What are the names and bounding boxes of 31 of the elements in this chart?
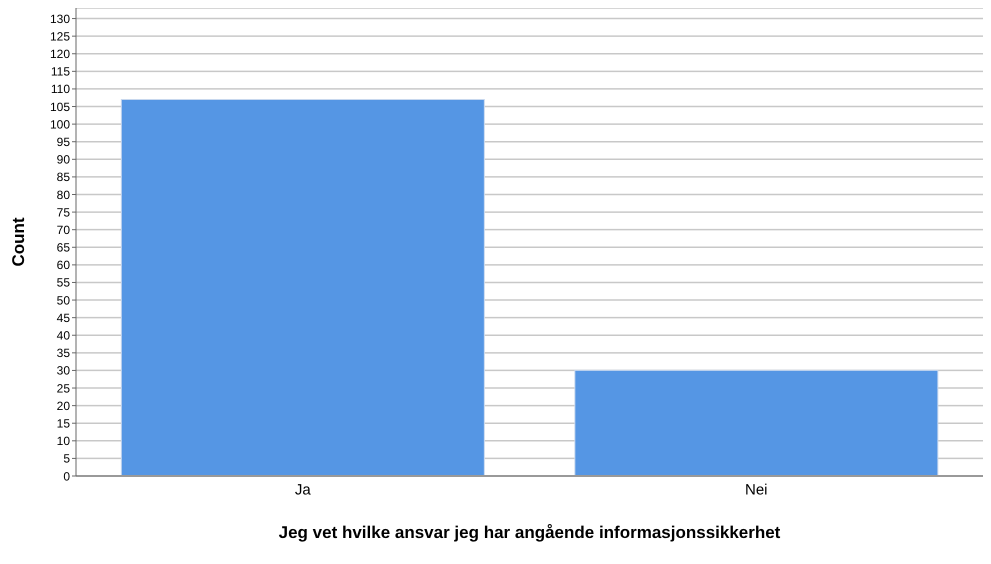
y-tick-label: 15 (56, 416, 70, 430)
y-tick-label: 65 (56, 240, 70, 255)
y-tick-label: 0 (63, 469, 70, 484)
y-tick-label: 80 (56, 188, 70, 202)
y-tick-label: 25 (56, 381, 70, 396)
x-axis-title: Jeg vet hvilke ansvar jeg har angående informasjonssikkerhet (278, 523, 781, 542)
x-tick-label: Ja (294, 482, 312, 499)
y-tick-label: 110 (50, 82, 70, 96)
y-tick-label: 30 (56, 364, 70, 378)
y-tick-label: 20 (56, 398, 70, 413)
x-tick-label: Nei (744, 482, 768, 499)
y-tick-label: 100 (50, 117, 70, 132)
y-tick-label: 70 (56, 222, 70, 237)
y-tick-label: 55 (56, 276, 70, 290)
y-tick-label: 125 (50, 29, 70, 44)
y-tick-label: 95 (56, 134, 70, 149)
y-tick-label: 75 (56, 205, 70, 220)
y-tick-label: 115 (50, 64, 70, 79)
y-tick-label: 90 (56, 152, 70, 167)
y-tick-label: 85 (56, 170, 70, 184)
y-tick-label: 10 (56, 434, 70, 448)
y-tick-label: 130 (50, 12, 70, 26)
y-axis-title: Count (9, 217, 28, 267)
y-tick-label: 45 (56, 310, 70, 325)
y-tick-label: 50 (56, 293, 70, 308)
y-tick-label: 5 (63, 452, 70, 466)
y-tick-label: 60 (56, 258, 70, 272)
y-tick-label: 120 (50, 47, 70, 62)
y-tick-label: 105 (50, 100, 70, 114)
y-tick-label: 35 (56, 346, 70, 360)
y-tick-label: 40 (56, 328, 70, 343)
